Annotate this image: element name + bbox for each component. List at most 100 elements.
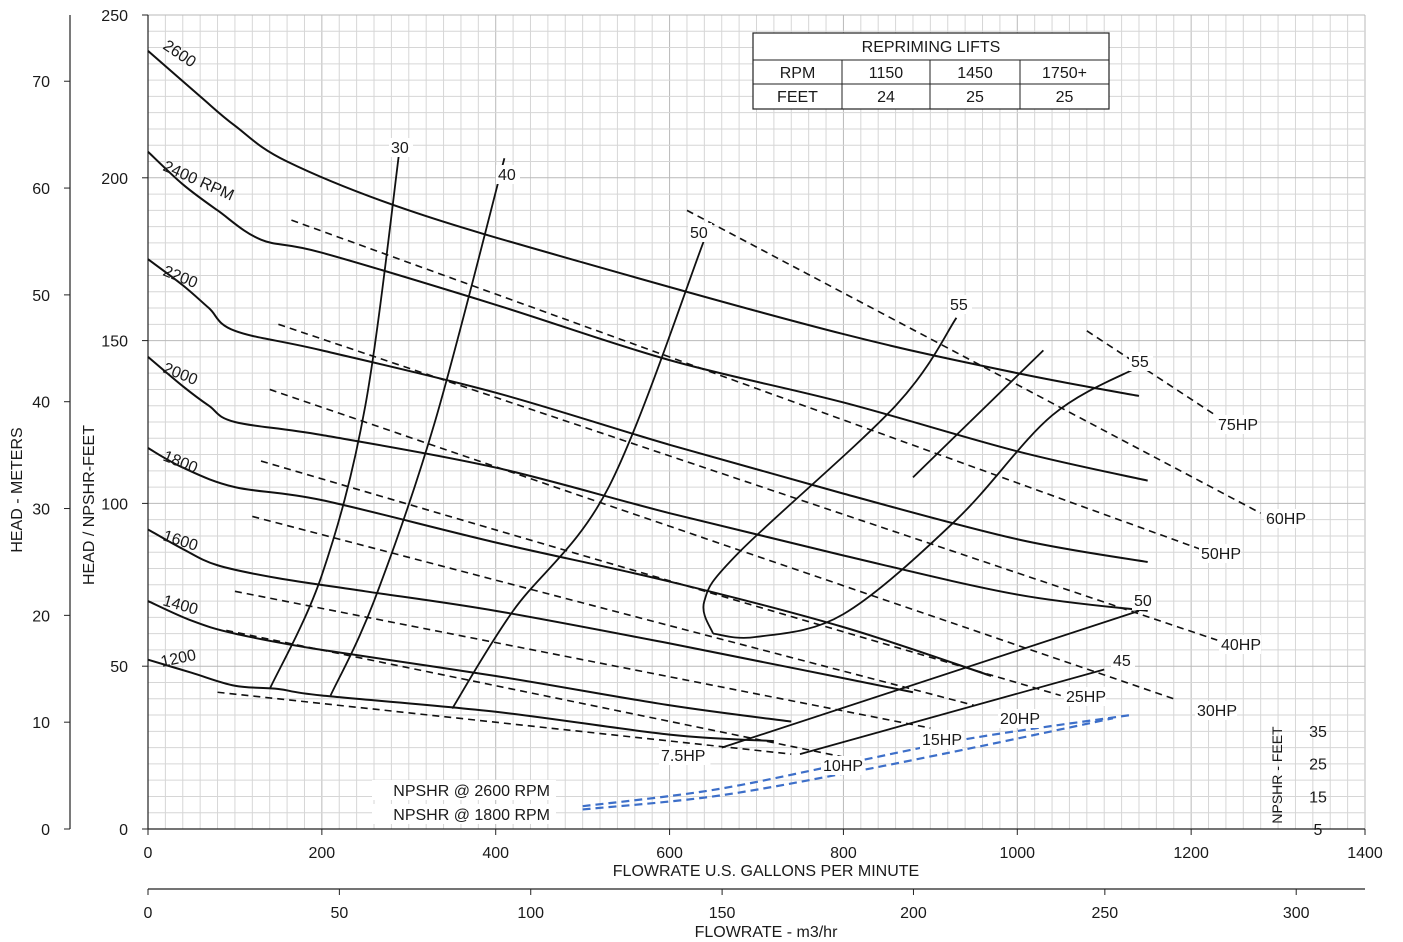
y-tick-label: 150: [101, 334, 128, 351]
meters-tick-label: 20: [32, 608, 50, 625]
x-tick-label: 1400: [1347, 845, 1383, 862]
repriming-lifts-table: REPRIMING LIFTS RPM FEET 1150 24 1450 25 1750+ 2…: [752, 32, 1110, 110]
efficiency-curve: [799, 668, 1105, 755]
efficiency-label: 50: [1134, 593, 1152, 610]
efficiency-curve: [712, 365, 1140, 639]
power-line: [260, 460, 1061, 697]
power-label-bg: [659, 746, 711, 765]
efficiency-label: 55: [1131, 354, 1149, 371]
power-label-bg: [1199, 544, 1241, 563]
curve-labels: 75HP 60HP 50HP 40HP 30HP 25HP 20HP 15HP 10HP 7.5H…: [159, 37, 1306, 824]
y-tick-label: 50: [110, 659, 128, 676]
table-cell: RPM: [780, 65, 816, 82]
efficiency-curve: [912, 349, 1044, 478]
power-line: [278, 323, 1218, 641]
y-axis-title-feet: HEAD / NPSHR-FEET: [81, 425, 98, 585]
y-tick-label: 200: [101, 171, 128, 188]
x-tick-label: 200: [309, 845, 336, 862]
efficiency-curve: [721, 609, 1140, 749]
efficiency-label: 55: [950, 297, 968, 314]
efficiency-label-bg: [1129, 352, 1153, 371]
power-label-bg: [1216, 415, 1258, 434]
table-cell: 24: [877, 89, 895, 106]
speed-curve: [147, 528, 914, 694]
power-label: 75HP: [1218, 417, 1258, 434]
power-label-bg: [1195, 701, 1237, 720]
meters-tick-label: 40: [32, 395, 50, 412]
table-title: REPRIMING LIFTS: [862, 39, 1001, 56]
power-label-bg: [1219, 635, 1261, 654]
speed-curve: [147, 600, 792, 723]
npshr-label-bg: [372, 780, 556, 800]
efficiency-label-bg: [496, 165, 520, 184]
npshr-curve-label: NPSHR @ 2600 RPM: [393, 783, 550, 800]
power-label: 50HP: [1201, 546, 1241, 563]
speed-curve-label: 1400: [161, 593, 200, 619]
power-label: 40HP: [1221, 637, 1261, 654]
efficiency-curve: [702, 317, 958, 634]
power-label: 25HP: [1066, 689, 1106, 706]
power-line: [686, 209, 1262, 514]
power-label: 60HP: [1266, 511, 1306, 528]
x2-tick-label: 150: [709, 905, 736, 922]
power-label-bg: [1064, 687, 1106, 706]
power-label-bg: [821, 756, 863, 775]
speed-curve: [147, 658, 774, 743]
npshr-tick-label: 35: [1309, 724, 1327, 741]
power-line: [291, 219, 1201, 550]
x-tick-label: 1000: [999, 845, 1035, 862]
x2-tick-label: 0: [144, 905, 153, 922]
efficiency-label: 50: [690, 225, 708, 242]
x2-tick-label: 200: [900, 905, 927, 922]
power-label-bg: [998, 709, 1040, 728]
x-tick-label: 400: [482, 845, 509, 862]
speed-curve: [147, 447, 992, 677]
table-cell: 1750+: [1042, 65, 1087, 82]
table-cell: 25: [1056, 89, 1074, 106]
y-axis-title-meters: HEAD - METERS: [9, 427, 26, 552]
power-line: [269, 388, 1175, 700]
efficiency-label: 40: [498, 167, 516, 184]
y-tick-label: 0: [119, 822, 128, 839]
power-line: [234, 590, 931, 729]
power-label: 7.5HP: [661, 748, 705, 765]
npshr-tick-label: 5: [1314, 822, 1323, 839]
x2-tick-label: 250: [1091, 905, 1118, 922]
x-tick-label: 600: [656, 845, 683, 862]
efficiency-label-bg: [688, 223, 712, 242]
power-label-bg: [1264, 509, 1306, 528]
efficiency-curve: [268, 145, 401, 690]
meters-tick-label: 50: [32, 288, 50, 305]
meters-tick-label: 60: [32, 181, 50, 198]
y-tick-label: 100: [101, 496, 128, 513]
efficiency-label: 30: [391, 140, 409, 157]
npshr-tick-label: 25: [1309, 757, 1327, 774]
speed-curve-label: 2200: [161, 263, 200, 292]
y-axis-title-npshr: NPSHR - FEET: [1269, 726, 1285, 824]
x-tick-label: 0: [144, 845, 153, 862]
y-tick-label: 250: [101, 8, 128, 25]
power-label: 15HP: [922, 732, 962, 749]
table-cell: FEET: [777, 89, 818, 106]
meters-tick-label: 30: [32, 502, 50, 519]
efficiency-curve: [451, 239, 706, 710]
power-line: [217, 691, 792, 755]
meters-tick-label: 70: [32, 74, 50, 91]
power-label: 30HP: [1197, 703, 1237, 720]
table-cell: 1450: [957, 65, 993, 82]
speed-curve-label: 1600: [161, 528, 200, 555]
efficiency-label-bg: [948, 295, 972, 314]
table-cell: 25: [966, 89, 984, 106]
speed-curve: [147, 50, 1140, 397]
power-line: [1086, 330, 1227, 423]
npshr-label-bg: [372, 804, 556, 824]
table-cell: 1150: [869, 65, 904, 82]
efficiency-label: 45: [1113, 653, 1131, 670]
x-axis-title: FLOWRATE U.S. GALLONS PER MINUTE: [613, 863, 919, 880]
x2-tick-label: 300: [1283, 905, 1310, 922]
x2-tick-label: 50: [330, 905, 348, 922]
power-label-bg: [920, 730, 962, 749]
table-frame: [752, 32, 1110, 110]
